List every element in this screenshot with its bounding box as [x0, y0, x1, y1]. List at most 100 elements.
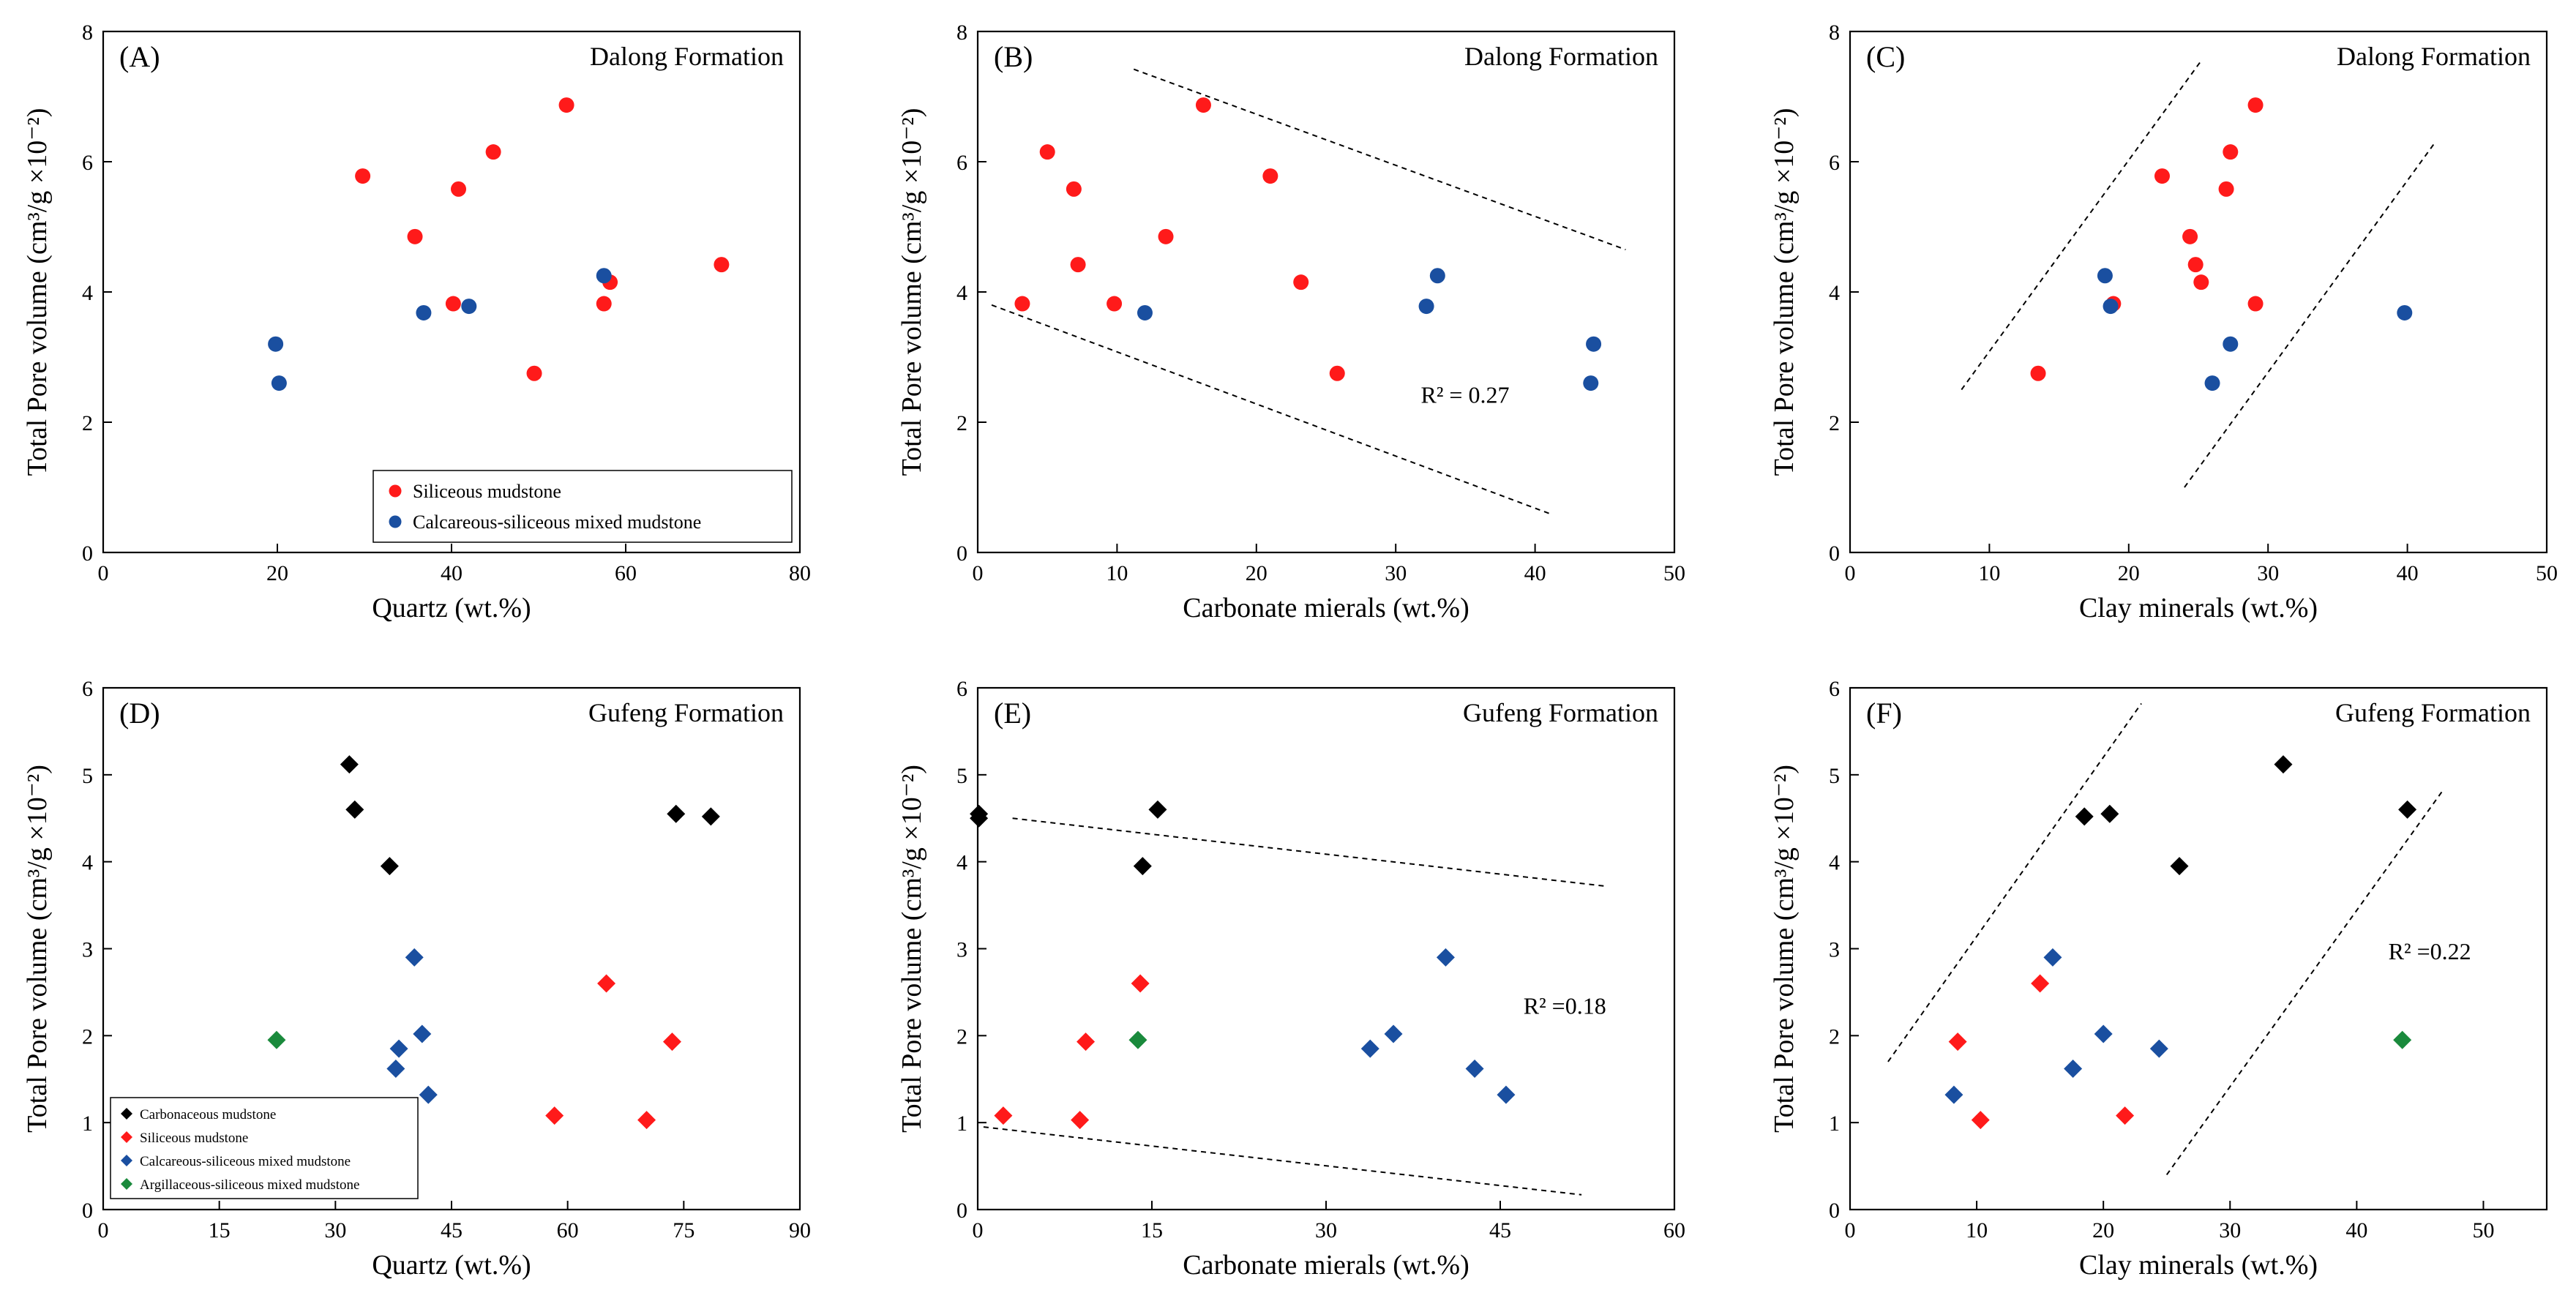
x-tick-label: 30 — [324, 1218, 346, 1242]
data-point — [485, 144, 501, 160]
data-point — [1948, 1032, 1967, 1052]
data-point — [389, 1039, 408, 1058]
r-squared-annotation: R² = 0.27 — [1420, 381, 1509, 408]
x-tick-label: 20 — [1246, 561, 1268, 585]
r-squared-annotation: R² =0.18 — [1524, 993, 1606, 1019]
y-tick-label: 6 — [82, 677, 93, 701]
y-axis-label: Total Pore volume (cm³/g ×10⁻²) — [22, 108, 53, 476]
data-point — [405, 948, 424, 967]
trend-line — [1133, 68, 1626, 251]
y-tick-label: 2 — [1829, 411, 1840, 435]
legend-entry: Siliceous mudstone — [413, 481, 561, 502]
y-tick-label: 8 — [956, 20, 967, 45]
y-tick-label: 1 — [1829, 1112, 1840, 1136]
data-point — [2274, 755, 2293, 774]
data-point — [994, 1106, 1013, 1125]
data-point — [637, 1111, 656, 1130]
x-axis-label: Quartz (wt.%) — [372, 593, 531, 623]
x-tick-label: 0 — [973, 1218, 984, 1242]
data-point — [2247, 296, 2264, 312]
data-point — [1195, 97, 1211, 113]
panel-label: (D) — [119, 697, 160, 730]
y-axis-label: Total Pore volume (cm³/g ×10⁻²) — [1769, 765, 1800, 1133]
data-point — [1128, 1030, 1147, 1049]
data-point — [1107, 296, 1123, 312]
data-point — [545, 1106, 564, 1125]
data-point — [419, 1085, 438, 1104]
data-point — [2103, 299, 2119, 315]
legend-marker — [121, 1108, 132, 1120]
y-tick-label: 4 — [1829, 281, 1840, 305]
x-tick-label: 0 — [1845, 1218, 1856, 1242]
data-point — [2398, 800, 2417, 819]
trend-line — [1012, 817, 1605, 887]
trend-line — [2165, 790, 2444, 1176]
formation-title: Dalong Formation — [2337, 42, 2531, 71]
data-point — [2097, 268, 2113, 284]
x-axis-label: Clay minerals (wt.%) — [2079, 593, 2318, 623]
data-point — [1070, 257, 1086, 273]
formation-title: Gufeng Formation — [588, 698, 784, 727]
data-point — [667, 804, 686, 823]
data-point — [2193, 274, 2209, 290]
data-point — [2154, 168, 2170, 184]
x-tick-label: 90 — [789, 1218, 811, 1242]
data-point — [1586, 336, 1602, 352]
data-point — [1158, 228, 1174, 244]
data-point — [340, 755, 359, 774]
y-tick-label: 2 — [956, 411, 967, 435]
data-point — [1148, 800, 1167, 819]
legend-box — [372, 470, 793, 543]
data-point — [2116, 1106, 2135, 1125]
y-tick-label: 5 — [956, 764, 967, 788]
y-tick-label: 0 — [956, 541, 967, 566]
data-point — [345, 800, 364, 819]
y-tick-label: 0 — [82, 541, 93, 566]
x-axis-label: Carbonate mierals (wt.%) — [1183, 1250, 1469, 1281]
data-point — [451, 181, 467, 197]
x-tick-label: 40 — [2397, 561, 2419, 585]
data-point — [2100, 804, 2119, 823]
data-point — [2223, 336, 2239, 352]
legend-entry: Argillaceous-siliceous mixed mudstone — [140, 1177, 359, 1193]
legend: Carbonaceous mudstone Siliceous mudstone C… — [110, 1097, 419, 1199]
x-tick-label: 60 — [615, 561, 637, 585]
legend-entry: Siliceous mudstone — [140, 1131, 248, 1146]
panel-label: (A) — [119, 40, 160, 73]
plot-frame — [976, 30, 1676, 554]
panel-label: (B) — [994, 40, 1033, 73]
y-tick-label: 3 — [1829, 938, 1840, 962]
data-point — [386, 1059, 405, 1078]
data-point — [1436, 948, 1455, 967]
y-tick-label: 2 — [1829, 1024, 1840, 1049]
data-point — [2149, 1039, 2168, 1058]
data-point — [2397, 304, 2413, 320]
data-point — [1944, 1085, 1963, 1104]
formation-title: Dalong Formation — [590, 42, 784, 71]
panel-a: 0 20 40 60 80 0 2 4 6 8 Quartz (wt.%) Total Pore vo… — [22, 20, 811, 623]
legend-marker — [121, 1178, 132, 1190]
r-squared-annotation: R² =0.22 — [2389, 938, 2471, 964]
x-tick-label: 60 — [557, 1218, 579, 1242]
x-axis-label: Carbonate mierals (wt.%) — [1183, 593, 1469, 623]
y-tick-label: 5 — [82, 764, 93, 788]
trend-line — [991, 304, 1549, 514]
y-tick-label: 6 — [82, 151, 93, 175]
data-point — [1039, 144, 1055, 160]
x-tick-label: 20 — [2118, 561, 2140, 585]
data-point — [2247, 97, 2264, 113]
legend-entry: Calcareous-siliceous mixed mudstone — [140, 1154, 351, 1169]
data-point — [558, 97, 574, 113]
x-tick-label: 20 — [266, 561, 288, 585]
x-tick-label: 45 — [1489, 1218, 1511, 1242]
x-tick-label: 30 — [2257, 561, 2279, 585]
x-tick-label: 0 — [1845, 561, 1856, 585]
y-tick-label: 6 — [956, 151, 967, 175]
data-point — [268, 336, 284, 352]
y-tick-label: 2 — [82, 1024, 93, 1049]
formation-title: Gufeng Formation — [1463, 698, 1658, 727]
data-point — [1418, 299, 1434, 315]
y-tick-label: 4 — [1829, 851, 1840, 875]
data-point — [1583, 375, 1599, 391]
legend-entry: Carbonaceous mudstone — [140, 1107, 276, 1122]
